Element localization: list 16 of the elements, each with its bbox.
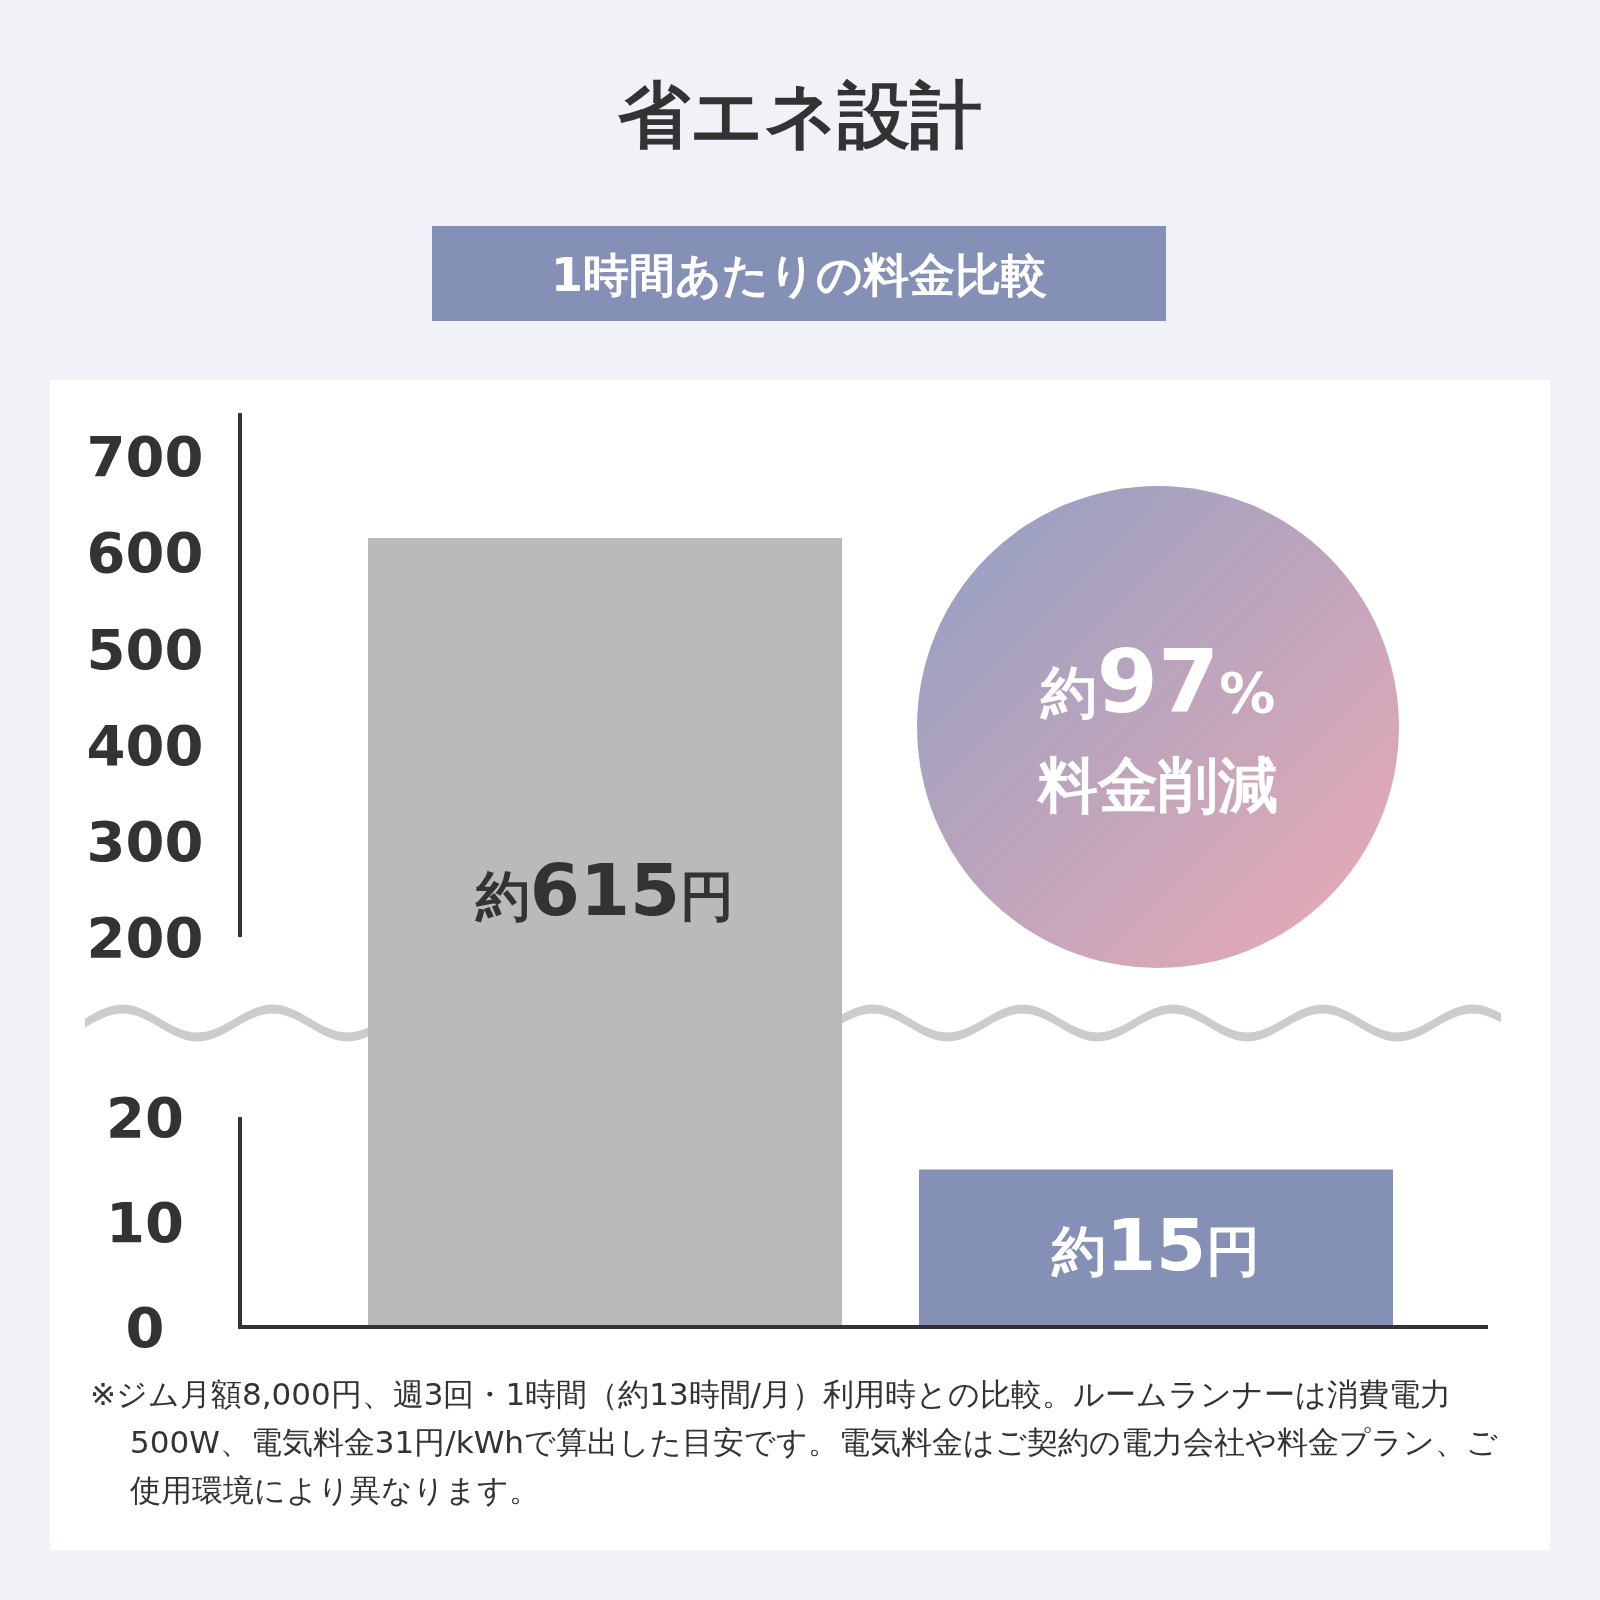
text: 料金削減 [1036,750,1278,820]
y-tick-label: 10 [106,1190,184,1255]
chart-title: 省エネ設計 [617,73,982,157]
y-tick-label: 0 [125,1295,165,1360]
data-label: 約15円 [1050,1203,1261,1288]
data-label: 約615円 [474,848,735,932]
text: ※ジム月額8,000円、週3回・1時間（約13時間/月）利用時との比較。ルームランナーは消費電力500W、電気料金31円/kWhで算出した目安です。電気料金はご契約の電力会社や料金プラン、ご使用環境により異なります。 [90,1375,1499,1510]
chart-subtitle: 1時間あたりの料金比較 [550,248,1048,302]
y-tick-label: 700 [86,424,204,490]
y-tick-label: 400 [86,712,204,778]
y-tick-label: 300 [86,808,204,874]
y-tick-label: 20 [106,1085,184,1150]
y-tick-label: 200 [86,905,204,970]
y-tick-label: 600 [86,520,204,586]
y-tick-label: 500 [86,616,204,682]
text: 約97% [1039,630,1276,733]
